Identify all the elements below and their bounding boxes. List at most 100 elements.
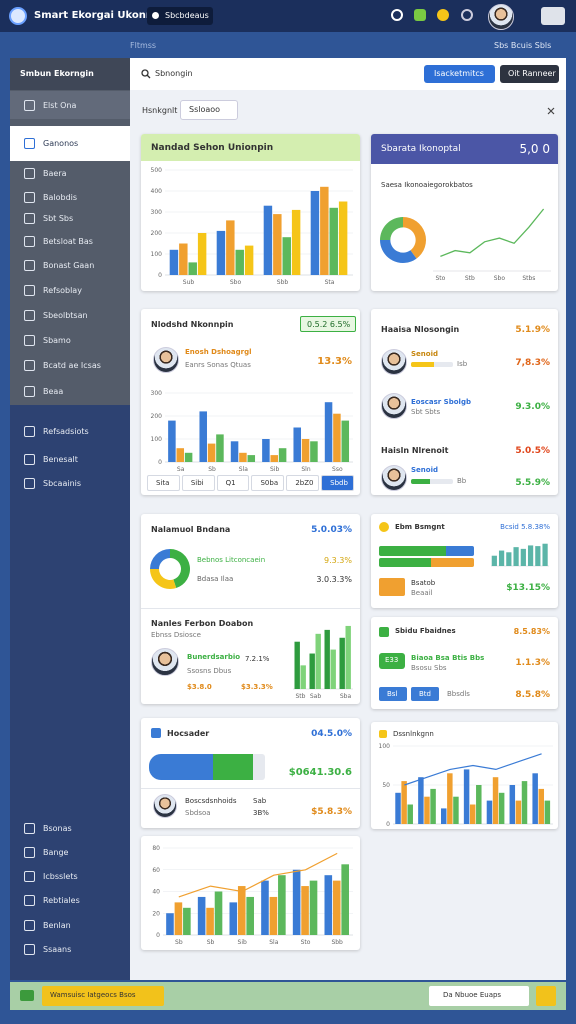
nav-item[interactable]: Sbamo xyxy=(10,330,130,350)
bar xyxy=(333,413,341,462)
x-tick-label: Stbs xyxy=(522,275,535,282)
nav-icon xyxy=(24,360,35,371)
y-tick-label: 0 xyxy=(158,459,162,466)
bar xyxy=(278,875,286,935)
button[interactable]: E33 xyxy=(379,653,405,669)
footer: Wamsuisc Iatgeocs Bsos Da Nbuoe Euaps xyxy=(10,982,566,1010)
tab[interactable]: Sbdb xyxy=(321,475,354,491)
button-label: Isacketmitcs xyxy=(434,69,484,78)
card-value: 04.5.0% xyxy=(311,729,352,739)
avatar xyxy=(381,465,407,491)
icon[interactable] xyxy=(437,9,449,21)
tab[interactable]: Sbcbdeaus xyxy=(147,7,213,25)
nav-item[interactable]: Icbsslets xyxy=(10,866,130,886)
nav-item[interactable]: Elst Ona xyxy=(10,91,130,119)
progress-bar xyxy=(379,558,474,567)
nav-item[interactable]: Beaa xyxy=(10,381,130,401)
nav-label: Refsadsiots xyxy=(43,427,89,436)
nav-item[interactable]: Benesalt xyxy=(10,449,130,469)
footer-button[interactable]: Wamsuisc Iatgeocs Bsos xyxy=(42,986,164,1006)
bar xyxy=(324,402,333,462)
x-tick-label: Sa xyxy=(177,466,185,473)
bar xyxy=(527,545,534,566)
detail: Beaail xyxy=(411,589,433,597)
nav-icon xyxy=(24,847,35,858)
nav-item[interactable]: Bonast Gaan xyxy=(10,255,130,275)
nav-item[interactable]: Rebtiales xyxy=(10,890,130,910)
nav-item[interactable]: Betsloat Bas xyxy=(10,231,130,251)
label: Bsatob xyxy=(411,579,436,587)
nav-item[interactable]: Bsonas xyxy=(10,818,130,838)
section-title: Haisln Nlrenoit xyxy=(381,446,449,455)
footer-button[interactable]: Da Nbuoe Euaps xyxy=(429,986,529,1006)
nav-item[interactable]: Baera xyxy=(10,163,130,183)
icon[interactable] xyxy=(461,9,473,21)
donut-slice xyxy=(380,217,403,240)
bar xyxy=(341,420,350,462)
progress-segment xyxy=(212,754,254,780)
nav-item[interactable]: Benlan xyxy=(10,915,130,935)
nav-item[interactable]: Ganonos xyxy=(10,125,130,161)
bar xyxy=(498,792,505,824)
tab[interactable]: 2bZ0 xyxy=(286,475,320,491)
card-title: Sbarata Ikonoptal xyxy=(381,144,461,154)
nav-icon xyxy=(24,236,35,247)
y-tick-label: 100 xyxy=(151,436,163,443)
chip[interactable]: Btd xyxy=(411,687,439,701)
footer-left: Wamsuisc Iatgeocs Bsos xyxy=(50,991,136,999)
line-value: 3.0.3.3% xyxy=(316,575,352,584)
button[interactable]: Oit Ranneer xyxy=(500,65,559,83)
footer-icon[interactable] xyxy=(536,986,556,1006)
tab[interactable]: Q1 xyxy=(216,475,250,491)
nav-item[interactable]: Sbt Sbs xyxy=(10,208,130,228)
icon[interactable] xyxy=(391,9,403,21)
nav-item[interactable]: Sbeolbtsan xyxy=(10,305,130,325)
tag[interactable]: Ssloaoo xyxy=(180,100,238,120)
nav-label: Bange xyxy=(43,848,69,857)
nav-item[interactable]: Balobdis xyxy=(10,187,130,207)
bar xyxy=(269,896,278,935)
x-tick-label: Sba xyxy=(340,693,352,700)
chip[interactable]: Bsl xyxy=(379,687,407,701)
bar xyxy=(179,243,188,275)
x-tick-label: Sto xyxy=(435,275,445,282)
bar xyxy=(207,443,216,462)
avatar xyxy=(381,349,407,375)
y-tick-label: 20 xyxy=(152,910,160,917)
search-input[interactable]: Sbnongin xyxy=(155,69,193,78)
nav-item[interactable]: Ssaans xyxy=(10,939,130,959)
card: Sbidu Fbaidnes 8.5.83% E33 Biaoa Bsa Bti… xyxy=(371,617,558,709)
logo[interactable] xyxy=(9,7,27,25)
tab[interactable]: S0ba xyxy=(251,475,285,491)
y-tick-label: 0 xyxy=(156,932,160,939)
x-tick-label: Sbb xyxy=(277,279,289,286)
tab[interactable]: Sita xyxy=(147,475,180,491)
search-bar: Sbnongin Isacketmitcs Oit Ranneer xyxy=(130,58,566,90)
close-icon[interactable] xyxy=(547,107,555,115)
tab[interactable]: Sibi xyxy=(181,475,215,491)
button[interactable]: Isacketmitcs xyxy=(424,65,495,83)
section-title: Nanles Ferbon Doabon xyxy=(151,619,254,628)
bar xyxy=(246,896,254,935)
bar xyxy=(244,245,254,275)
nav-item[interactable]: Sbcaainis xyxy=(10,473,130,493)
y-tick-label: 100 xyxy=(151,251,163,258)
nav-item[interactable]: Refsadsiots xyxy=(10,421,130,441)
bar xyxy=(282,237,291,275)
bar xyxy=(506,552,512,566)
trend-line xyxy=(178,852,338,898)
bar xyxy=(310,191,320,275)
icon[interactable] xyxy=(414,9,426,21)
avatar xyxy=(381,393,407,419)
nav-item[interactable]: Refsoblay xyxy=(10,280,130,300)
person-name: Bunerdsarbio xyxy=(187,653,241,661)
bar xyxy=(206,907,214,935)
menu-button[interactable] xyxy=(541,7,565,25)
x-tick-label: Sub xyxy=(183,279,195,286)
nav-item[interactable]: Bange xyxy=(10,842,130,862)
user-avatar[interactable] xyxy=(488,4,514,30)
nav-item[interactable]: Bcatd ae Icsas xyxy=(10,355,130,375)
person-extra-value: $3.3.3% xyxy=(241,683,273,691)
y-tick-label: 0 xyxy=(158,272,162,279)
